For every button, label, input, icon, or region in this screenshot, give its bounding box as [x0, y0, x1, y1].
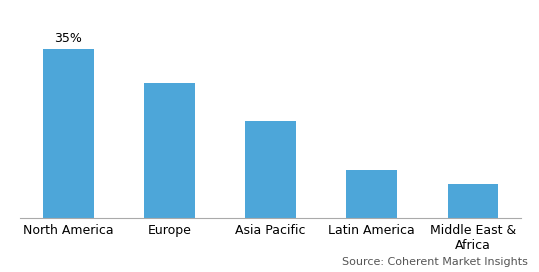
Bar — [347, 170, 397, 218]
Bar — [43, 49, 94, 218]
Bar — [144, 83, 195, 218]
Text: 35%: 35% — [54, 32, 82, 45]
Bar — [245, 121, 296, 218]
Bar — [447, 184, 498, 218]
Text: Source: Coherent Market Insights: Source: Coherent Market Insights — [342, 256, 528, 267]
